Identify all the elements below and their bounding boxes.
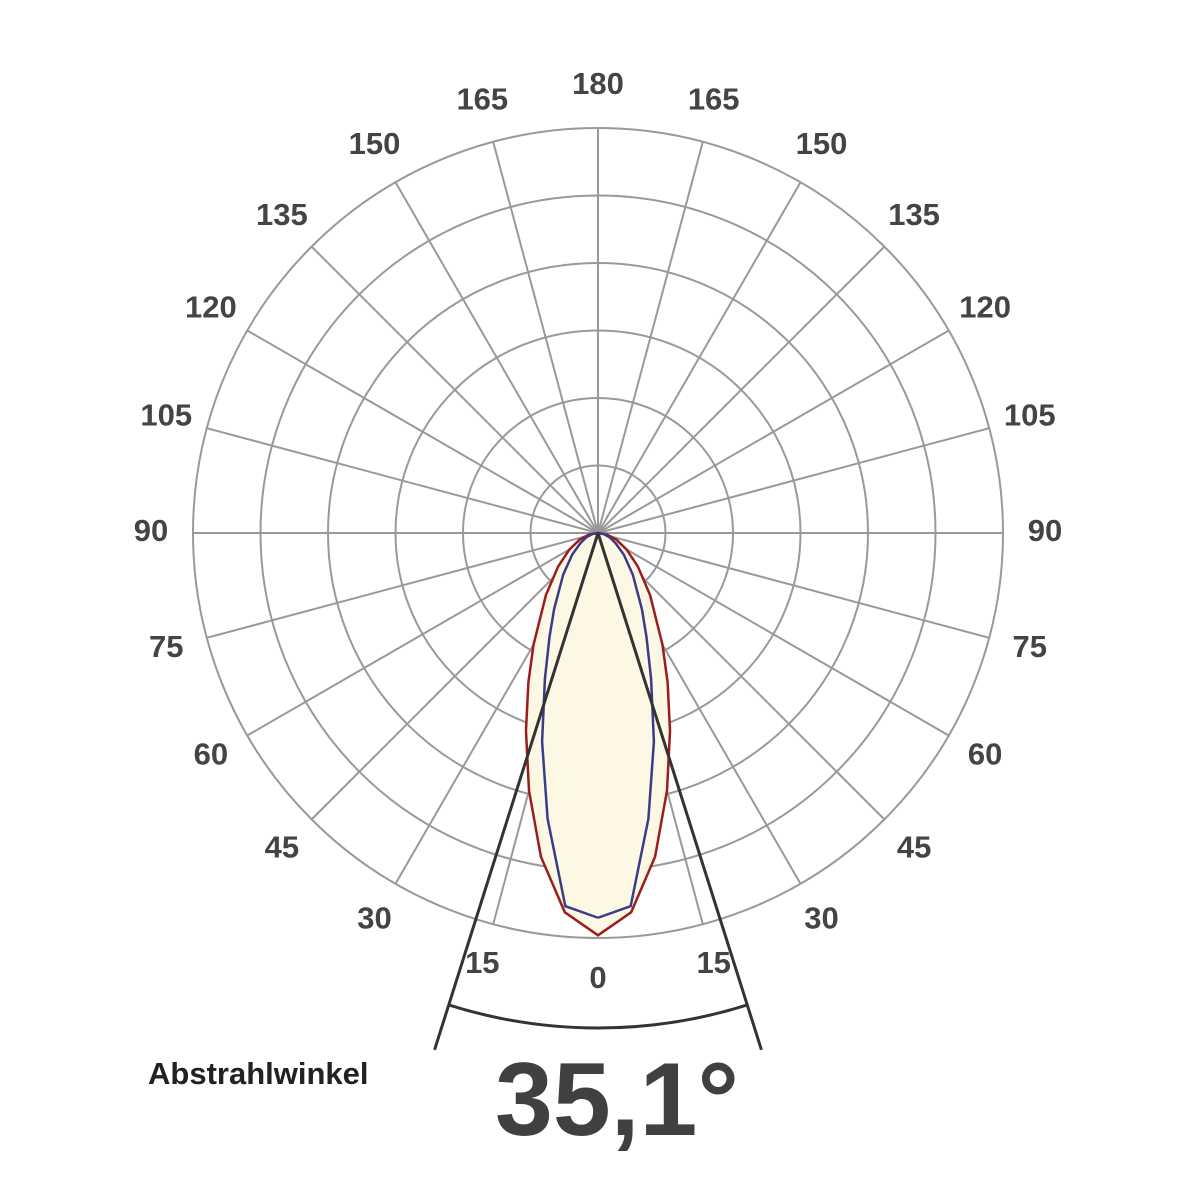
angle-tick-label: 45 <box>265 829 299 864</box>
angle-tick-label: 90 <box>134 513 168 548</box>
angle-tick-label: 75 <box>149 629 183 664</box>
angle-tick-label: 165 <box>456 81 508 116</box>
beam-arc <box>448 1003 748 1030</box>
angle-tick-label: 45 <box>897 829 931 864</box>
angle-tick-label: 15 <box>696 945 730 980</box>
angle-tick-label: 135 <box>256 197 308 232</box>
grid-spoke <box>310 532 599 821</box>
beam-angle: 35,1° <box>495 1042 739 1158</box>
grid-spoke <box>597 181 802 534</box>
intensity-curve <box>597 531 672 937</box>
grid-spoke <box>597 532 950 737</box>
grid-spoke <box>597 245 886 534</box>
grid-spoke <box>597 532 886 821</box>
grid-spoke <box>597 532 990 639</box>
angle-tick-label: 105 <box>1004 397 1056 432</box>
intensity-curve <box>524 531 599 937</box>
grid-spoke <box>310 245 599 534</box>
grid-spoke <box>597 329 950 534</box>
angle-tick-label: 105 <box>140 397 192 432</box>
angle-tick-label: 0 <box>589 960 606 995</box>
grid-spoke <box>246 532 599 737</box>
intensity-curve <box>597 531 656 919</box>
grid-spoke <box>597 427 990 534</box>
grid-spoke <box>394 181 599 534</box>
angle-tick-label: 60 <box>968 737 1002 772</box>
angle-tick-label: 150 <box>796 126 848 161</box>
angle-tick-label: 135 <box>888 197 940 232</box>
curve-fill <box>525 533 671 936</box>
intensity-curve <box>540 531 599 919</box>
angle-tick-label: 90 <box>1028 513 1062 548</box>
angle-tick-label: 60 <box>194 737 228 772</box>
angle-tick-label: 180 <box>572 66 624 101</box>
beam-label: Abstrahlwinkel <box>148 1056 369 1091</box>
grid-spoke <box>597 141 704 534</box>
angle-tick-label: 75 <box>1013 629 1047 664</box>
beam-line <box>433 532 600 1051</box>
angle-tick-label: 30 <box>804 900 838 935</box>
grid-spoke <box>492 141 599 534</box>
angle-tick-label: 30 <box>357 900 391 935</box>
beam-line <box>596 532 763 1051</box>
angle-tick-label: 15 <box>465 945 499 980</box>
grid-spoke <box>206 427 599 534</box>
angle-tick-label: 165 <box>688 81 740 116</box>
angle-tick-label: 120 <box>185 290 237 325</box>
angle-tick-label: 120 <box>959 290 1011 325</box>
grid-spoke <box>206 532 599 639</box>
grid-spoke <box>246 329 599 534</box>
angle-tick-label: 150 <box>349 126 401 161</box>
